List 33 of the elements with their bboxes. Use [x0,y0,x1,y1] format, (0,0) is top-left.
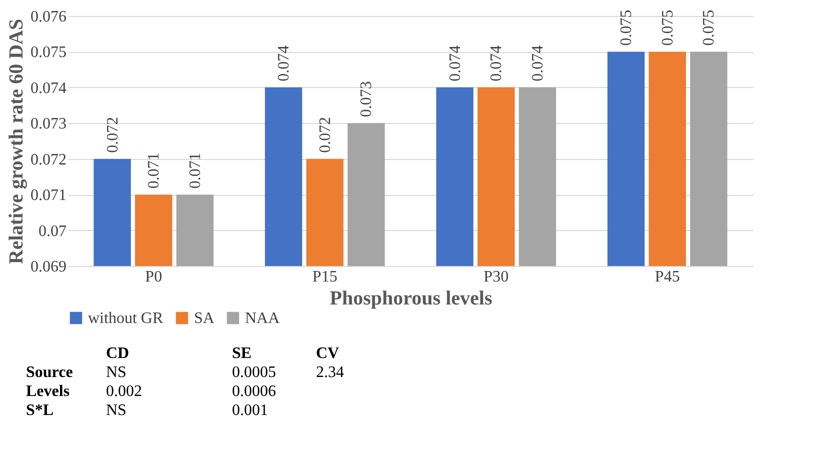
x-tick-label: P30 [484,268,509,286]
y-axis-title: Relative growth rate 60 DAS [6,18,28,264]
text: Source NS 0.0005 2.34 [26,364,344,381]
x-tick-label: P15 [312,268,338,286]
x-tick-label: P45 [654,268,680,286]
legend-label: NAA [245,310,280,327]
y-tick-label: 0.075 [30,44,66,62]
y-tick-label: 0.073 [30,116,66,133]
text: S*L NS 0.001 [26,402,268,419]
y-tick-label: 0.07 [38,222,66,240]
data-label: 0.074 [446,45,464,82]
data-label: 0.075 [700,10,718,46]
data-label: 0.072 [316,116,334,153]
y-tick-label: 0.072 [30,151,66,168]
data-label: 0.074 [529,45,546,82]
y-tick-label: 0.076 [30,8,66,26]
data-label: 0.075 [659,10,676,46]
y-tick-label: 0.071 [30,187,66,204]
data-label: 0.075 [618,10,636,46]
legend-label: without GR [88,310,164,327]
data-label: 0.071 [186,152,204,189]
x-tick-label: P0 [145,268,162,286]
data-label: 0.071 [146,152,163,189]
y-tick-label: 0.074 [30,80,66,97]
x-axis-title: Phosphorous levels [330,288,492,310]
legend-label: SA [194,310,215,327]
data-label: 0.074 [276,45,293,82]
data-label: 0.074 [488,45,506,82]
text: Levels 0.002 0.0006 [26,383,276,400]
data-label: 0.072 [104,116,122,153]
text: CD SE CV [106,345,340,362]
data-label: 0.073 [358,81,376,118]
y-tick-label: 0.069 [30,258,66,276]
